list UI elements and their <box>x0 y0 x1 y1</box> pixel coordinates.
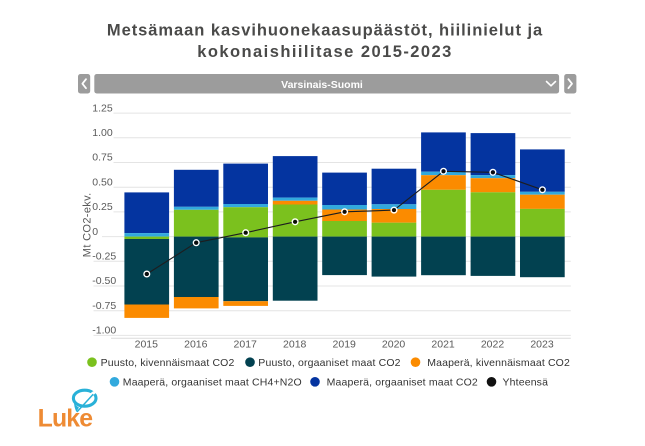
svg-text:Metsämaan kasvihuonekaasupääst: Metsämaan kasvihuonekaasupäästöt, hiilin… <box>107 22 543 40</box>
svg-text:Varsinais-Suomi: Varsinais-Suomi <box>281 79 363 91</box>
svg-text:0.75: 0.75 <box>92 152 113 164</box>
svg-text:2019: 2019 <box>333 339 357 351</box>
svg-text:0: 0 <box>92 226 98 238</box>
svg-text:2021: 2021 <box>431 339 455 351</box>
svg-text:Maaperä, kivennäismaat CO2: Maaperä, kivennäismaat CO2 <box>427 357 570 369</box>
svg-text:Puusto, orgaaniset maat CO2: Puusto, orgaaniset maat CO2 <box>258 357 400 369</box>
svg-text:Luke: Luke <box>38 406 93 433</box>
svg-text:Yhteensä: Yhteensä <box>503 377 549 389</box>
svg-text:-0.75: -0.75 <box>92 300 116 312</box>
svg-text:0.50: 0.50 <box>92 176 113 188</box>
svg-text:2018: 2018 <box>283 339 307 351</box>
svg-text:2015: 2015 <box>135 339 159 351</box>
svg-text:-1.00: -1.00 <box>92 325 116 337</box>
svg-text:kokonaishiilitase 2015-2023: kokonaishiilitase 2015-2023 <box>197 43 453 61</box>
svg-text:Mt CO2-ekv.: Mt CO2-ekv. <box>82 192 94 257</box>
svg-text:-0.25: -0.25 <box>92 251 116 263</box>
svg-text:2016: 2016 <box>184 339 208 351</box>
svg-text:Puusto, kivennäismaat CO2: Puusto, kivennäismaat CO2 <box>101 357 235 369</box>
svg-text:1.25: 1.25 <box>92 102 113 114</box>
svg-text:1.00: 1.00 <box>92 127 113 139</box>
svg-text:Maaperä, orgaaniset maat CO2: Maaperä, orgaaniset maat CO2 <box>327 377 478 389</box>
svg-text:2022: 2022 <box>481 339 505 351</box>
svg-text:2023: 2023 <box>530 339 554 351</box>
svg-text:2017: 2017 <box>234 339 258 351</box>
svg-text:2020: 2020 <box>382 339 406 351</box>
svg-text:Maaperä, orgaaniset maat CH4+N: Maaperä, orgaaniset maat CH4+N2O <box>123 377 302 389</box>
svg-text:0.25: 0.25 <box>92 201 113 213</box>
svg-text:-0.50: -0.50 <box>92 275 116 287</box>
